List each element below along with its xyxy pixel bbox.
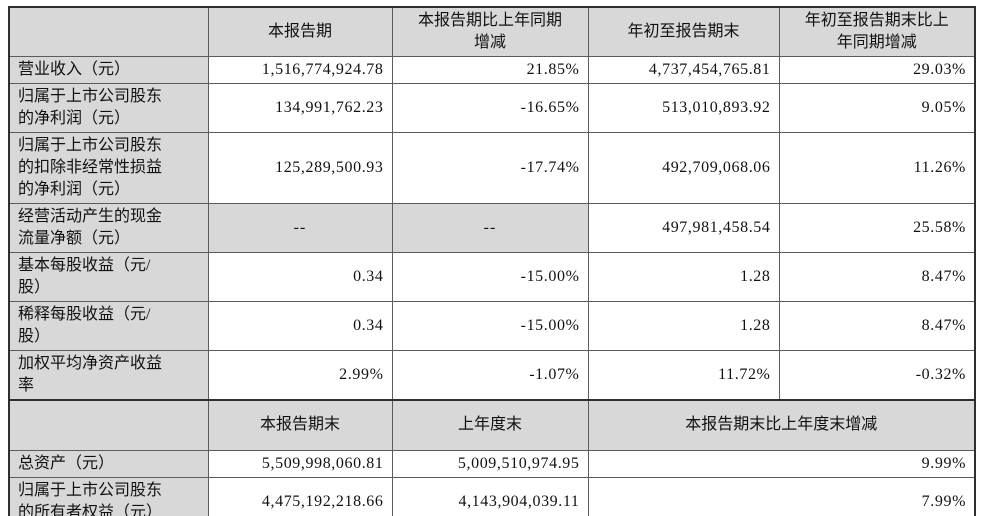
header-prior-year-end: 上年度末 [391, 399, 589, 451]
header-yoy-change: 本报告期比上年同期 增减 [391, 6, 589, 57]
cell-yoy-change: -15.00% [391, 301, 589, 351]
cell-change-vs-prior-year-end: 7.99% [587, 476, 976, 516]
cell-ytd-yoy-change: -0.32% [778, 350, 976, 401]
table-row-basic-eps: 基本每股收益（元/ 股） 0.34 -15.00% 1.28 8.47% [8, 252, 976, 302]
cell-current-period: 1,516,774,924.78 [207, 56, 393, 84]
cell-ytd-yoy-change: 25.58% [778, 203, 976, 253]
header-ytd: 年初至报告期末 [587, 6, 780, 57]
cell-yoy-change: -16.65% [391, 83, 589, 133]
row-label: 归属于上市公司股东 的所有者权益（元） [8, 476, 209, 516]
cell-yoy-change: -1.07% [391, 350, 589, 401]
cell-ytd: 492,709,068.06 [587, 132, 780, 204]
table-row-total-assets: 总资产（元） 5,509,998,060.81 5,009,510,974.95… [8, 449, 976, 478]
cell-prior-year-end: 5,009,510,974.95 [391, 449, 589, 478]
row-label: 归属于上市公司股东 的净利润（元） [8, 83, 209, 133]
table-row-net-profit-excl-nonrecurring: 归属于上市公司股东 的扣除非经常性损益 的净利润（元） 125,289,500.… [8, 132, 976, 204]
cell-ytd: 1.28 [587, 301, 780, 351]
financial-summary-table: 本报告期 本报告期比上年同期 增减 年初至报告期末 年初至报告期末比上 年同期增… [8, 6, 976, 516]
cell-ytd-yoy-change: 11.26% [778, 132, 976, 204]
table-row-net-profit: 归属于上市公司股东 的净利润（元） 134,991,762.23 -16.65%… [8, 83, 976, 133]
cell-current-period: 2.99% [207, 350, 393, 401]
table-row-owners-equity: 归属于上市公司股东 的所有者权益（元） 4,475,192,218.66 4,1… [8, 476, 976, 516]
cell-current-period: 125,289,500.93 [207, 132, 393, 204]
cell-change-vs-prior-year-end: 9.99% [587, 449, 976, 478]
cell-prior-year-end: 4,143,904,039.11 [391, 476, 589, 516]
cell-yoy-change: -17.74% [391, 132, 589, 204]
cell-yoy-change: -15.00% [391, 252, 589, 302]
header-ytd-yoy-change: 年初至报告期末比上 年同期增减 [778, 6, 976, 57]
header-blank [8, 6, 209, 57]
cell-period-end: 5,509,998,060.81 [207, 449, 393, 478]
cell-ytd-yoy-change: 29.03% [778, 56, 976, 84]
cell-current-period: 134,991,762.23 [207, 83, 393, 133]
cell-yoy-change: 21.85% [391, 56, 589, 84]
cell-current-period: 0.34 [207, 301, 393, 351]
header-change-vs-prior-year-end: 本报告期末比上年度末增减 [587, 399, 976, 451]
cell-ytd: 513,010,893.92 [587, 83, 780, 133]
row-label: 基本每股收益（元/ 股） [8, 252, 209, 302]
table-row-operating-cash-flow: 经营活动产生的现金 流量净额（元） -- -- 497,981,458.54 2… [8, 203, 976, 253]
header-period-end: 本报告期末 [207, 399, 393, 451]
row-label: 经营活动产生的现金 流量净额（元） [8, 203, 209, 253]
row-label: 营业收入（元） [8, 56, 209, 84]
row-label: 总资产（元） [8, 449, 209, 478]
table-row-diluted-eps: 稀释每股收益（元/ 股） 0.34 -15.00% 1.28 8.47% [8, 301, 976, 351]
cell-ytd: 4,737,454,765.81 [587, 56, 780, 84]
cell-ytd-yoy-change: 8.47% [778, 301, 976, 351]
cell-ytd-yoy-change: 8.47% [778, 252, 976, 302]
cell-ytd: 497,981,458.54 [587, 203, 780, 253]
section1-header-row: 本报告期 本报告期比上年同期 增减 年初至报告期末 年初至报告期末比上 年同期增… [8, 6, 976, 57]
cell-ytd-yoy-change: 9.05% [778, 83, 976, 133]
cell-period-end: 4,475,192,218.66 [207, 476, 393, 516]
cell-current-period: 0.34 [207, 252, 393, 302]
cell-yoy-change: -- [391, 203, 589, 253]
table-row-weighted-avg-roe: 加权平均净资产收益 率 2.99% -1.07% 11.72% -0.32% [8, 350, 976, 401]
header-current-period: 本报告期 [207, 6, 393, 57]
cell-ytd: 1.28 [587, 252, 780, 302]
row-label: 归属于上市公司股东 的扣除非经常性损益 的净利润（元） [8, 132, 209, 204]
row-label: 稀释每股收益（元/ 股） [8, 301, 209, 351]
section2-header-row: 本报告期末 上年度末 本报告期末比上年度末增减 [8, 399, 976, 451]
cell-current-period: -- [207, 203, 393, 253]
cell-ytd: 11.72% [587, 350, 780, 401]
row-label: 加权平均净资产收益 率 [8, 350, 209, 401]
table-row-revenue: 营业收入（元） 1,516,774,924.78 21.85% 4,737,45… [8, 56, 976, 84]
header-blank [8, 399, 209, 451]
